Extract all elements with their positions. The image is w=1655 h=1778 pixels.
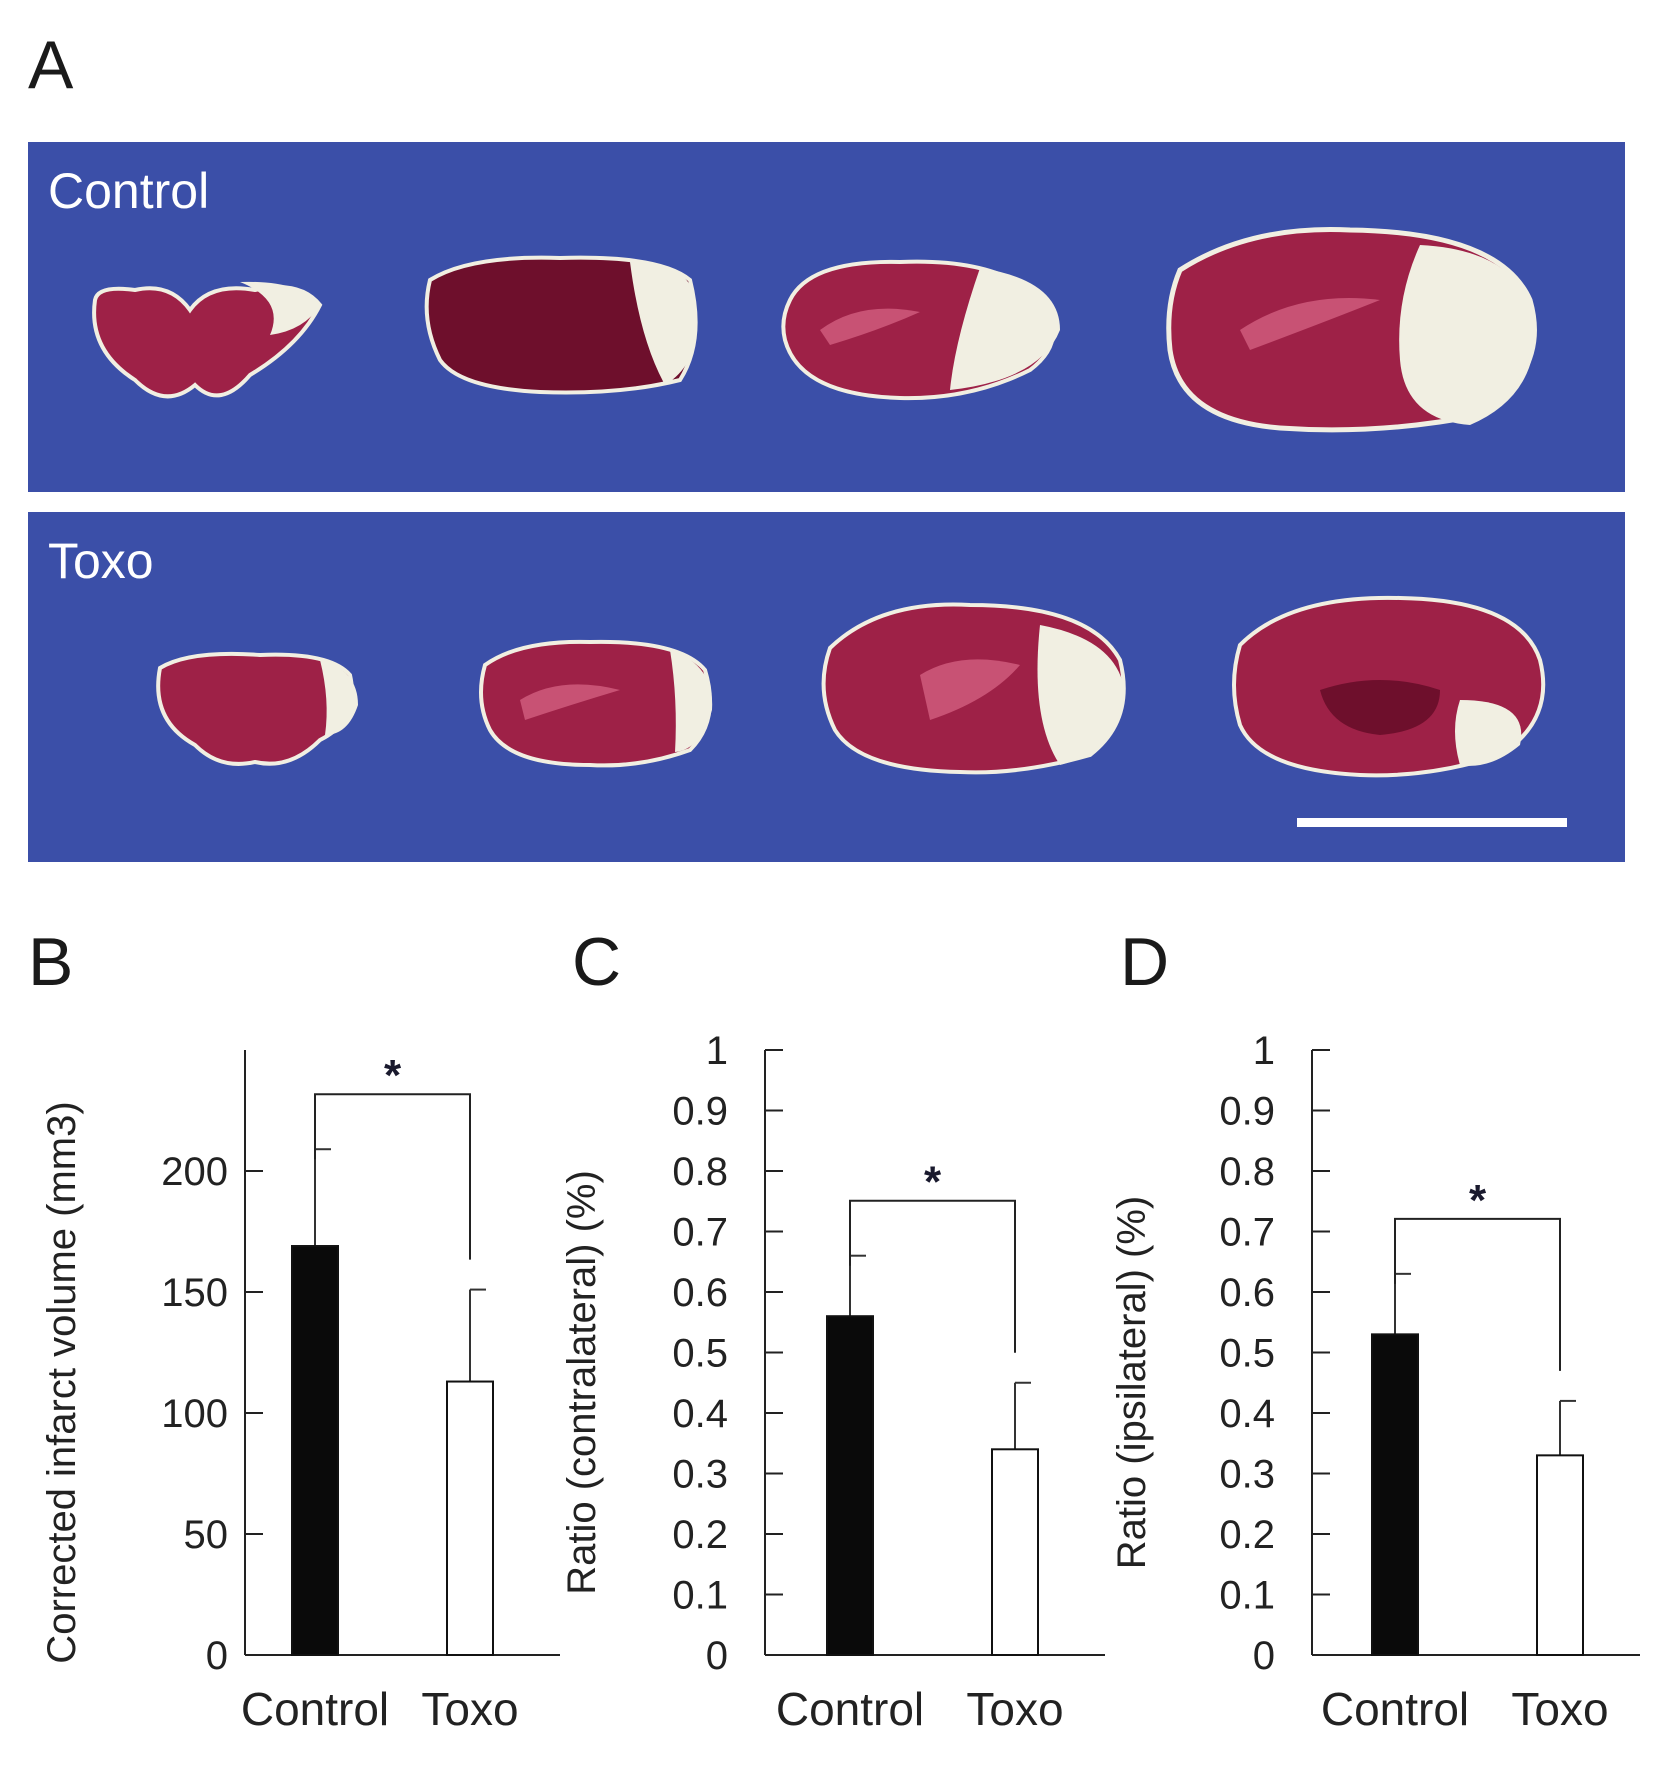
chart-c-category-label: Control <box>776 1683 924 1735</box>
chart-d-tick-label: 0.5 <box>1219 1332 1275 1376</box>
scale-bar <box>1297 818 1567 827</box>
chart-d-bar-toxo <box>1536 1454 1584 1656</box>
chart-d: 0 0.1 0.2 0.3 0.4 0.5 0.6 0.7 0.8 0.9 1 Ratio (ipsi… <box>1110 1029 1640 1735</box>
chart-b-bar-control <box>291 1245 339 1657</box>
chart-b: 0 50 100 150 200 Corrected infarct volume (mm… <box>40 1050 560 1735</box>
chart-d-tick-label: 1 <box>1253 1029 1275 1073</box>
chart-d-tick-label: 0.9 <box>1219 1090 1275 1134</box>
chart-c-tick-label: 0.1 <box>672 1574 728 1618</box>
chart-c-tick-label: 0.5 <box>672 1332 728 1376</box>
chart-c-significance-bracket <box>849 1199 1016 1353</box>
chart-c-tick-label: 0 <box>706 1634 728 1678</box>
chart-b-category-label: Toxo <box>421 1683 518 1735</box>
chart-d-significance-bracket <box>1394 1217 1561 1371</box>
chart-c-tick-label: 0.6 <box>672 1271 728 1315</box>
chart-d-tick-label: 0.7 <box>1219 1211 1275 1255</box>
chart-b-y-title: Corrected infarct volume (mm3) <box>40 1101 84 1663</box>
brain-slice-toxo-4 <box>1232 595 1546 778</box>
chart-d-y-title: Ratio (ipsilateral) (%) <box>1110 1196 1154 1569</box>
photo-top-label: Control <box>48 163 209 219</box>
chart-d-tick-label: 0.4 <box>1219 1392 1275 1436</box>
chart-b-category-label: Control <box>241 1683 389 1735</box>
brain-slice-control-3 <box>781 259 1060 401</box>
chart-c: 0 0.1 0.2 0.3 0.4 0.5 0.6 0.7 0.8 0.9 1 Ratio (cont… <box>560 1029 1105 1735</box>
chart-d-tick-label: 0.3 <box>1219 1453 1275 1497</box>
chart-c-category-label: Toxo <box>966 1683 1063 1735</box>
chart-c-tick-label: 0.4 <box>672 1392 728 1436</box>
brain-slice-toxo-1 <box>156 651 358 766</box>
panel-c-letter: C <box>572 924 621 1000</box>
panel-a-letter: A <box>28 27 74 103</box>
chart-d-tick-label: 0.6 <box>1219 1271 1275 1315</box>
brain-slice-toxo-3 <box>821 602 1126 775</box>
brain-slice-control-4 <box>1166 227 1537 433</box>
chart-b-tick-label: 50 <box>184 1513 229 1557</box>
chart-d-category-label: Control <box>1321 1683 1469 1735</box>
chart-c-y-title: Ratio (contralateral) (%) <box>560 1170 604 1595</box>
chart-b-tick-label: 100 <box>161 1392 228 1436</box>
chart-c-tick-label: 0.9 <box>672 1090 728 1134</box>
chart-d-tick-label: 0.8 <box>1219 1150 1275 1194</box>
chart-d-bar-control <box>1371 1333 1419 1656</box>
chart-c-tick-label: 0.2 <box>672 1513 728 1557</box>
panel-d-letter: D <box>1120 924 1169 1000</box>
brain-slice-control-2 <box>424 255 698 395</box>
brain-slice-toxo-2 <box>479 639 713 768</box>
chart-c-bar-toxo <box>991 1448 1039 1657</box>
chart-b-tick-label: 150 <box>161 1271 228 1315</box>
chart-b-bar-toxo <box>446 1380 494 1657</box>
chart-d-tick-label: 0.1 <box>1219 1574 1275 1618</box>
chart-d-tick-label: 0.2 <box>1219 1513 1275 1557</box>
chart-b-tick-label: 200 <box>161 1150 228 1194</box>
chart-c-tick-label: 0.7 <box>672 1211 728 1255</box>
photo-top: Control <box>28 142 1625 492</box>
brain-slice-control-1 <box>92 281 323 399</box>
chart-d-category-label: Toxo <box>1511 1683 1608 1735</box>
chart-b-significance-star: * <box>384 1051 402 1100</box>
chart-c-tick-label: 1 <box>706 1029 728 1073</box>
chart-c-bar-control <box>826 1315 874 1656</box>
chart-b-tick-label: 0 <box>206 1634 228 1678</box>
chart-b-significance-bracket <box>314 1093 471 1260</box>
chart-c-significance-star: * <box>924 1158 942 1207</box>
photo-bottom: Toxo <box>28 512 1625 862</box>
panel-b-letter: B <box>28 924 73 1000</box>
photo-bottom-label: Toxo <box>48 533 154 589</box>
chart-d-tick-label: 0 <box>1253 1634 1275 1678</box>
chart-d-significance-star: * <box>1469 1176 1487 1225</box>
chart-c-tick-label: 0.3 <box>672 1453 728 1497</box>
chart-c-tick-label: 0.8 <box>672 1150 728 1194</box>
